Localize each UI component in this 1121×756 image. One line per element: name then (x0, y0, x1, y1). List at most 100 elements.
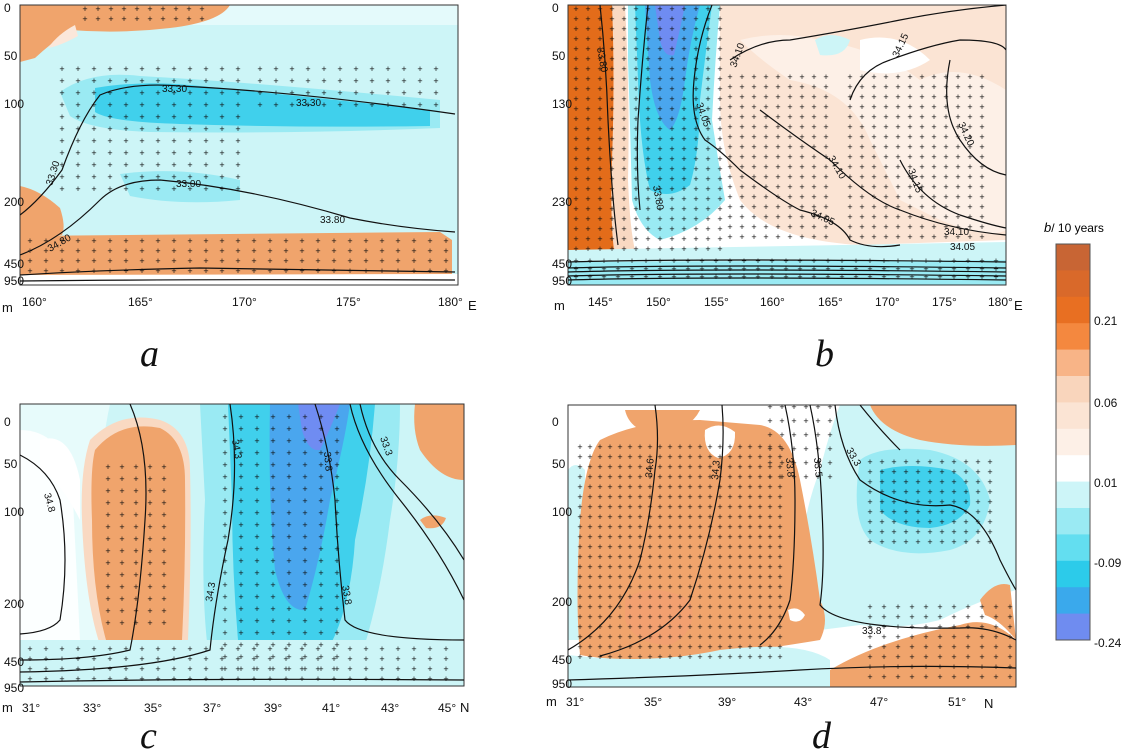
significance-mark: + (687, 552, 692, 562)
significance-mark: + (334, 520, 339, 530)
significance-mark: + (657, 602, 662, 612)
significance-mark: + (585, 234, 590, 244)
significance-mark: + (633, 24, 638, 34)
significance-mark: + (155, 664, 160, 674)
significance-mark: + (939, 527, 944, 537)
significance-mark: + (939, 477, 944, 487)
significance-mark: + (859, 72, 864, 82)
significance-mark: + (747, 532, 752, 542)
significance-mark: + (825, 256, 830, 266)
significance-mark: + (823, 172, 828, 182)
significance-mark: + (107, 136, 112, 146)
significance-mark: + (777, 462, 782, 472)
significance-mark: + (755, 256, 760, 266)
significance-mark: + (597, 214, 602, 224)
significance-mark: + (867, 662, 872, 672)
significance-mark: + (687, 532, 692, 542)
significance-mark: + (91, 266, 96, 276)
significance-mark: + (783, 272, 788, 282)
y-tick: 450 (552, 653, 572, 667)
significance-mark: + (681, 44, 686, 54)
significance-mark: + (895, 132, 900, 142)
significance-mark: + (993, 662, 998, 672)
significance-mark: + (161, 606, 166, 616)
significance-mark: + (401, 100, 406, 110)
significance-mark: + (577, 452, 582, 462)
significance-mark: + (751, 182, 756, 192)
significance-mark: + (915, 527, 920, 537)
significance-mark: + (707, 462, 712, 472)
significance-mark: + (645, 124, 650, 134)
significance-mark: + (883, 82, 888, 92)
significance-mark: + (270, 652, 275, 662)
significance-mark: + (667, 622, 672, 632)
significance-mark: + (254, 604, 259, 614)
significance-mark: + (965, 652, 970, 662)
significance-mark: + (607, 522, 612, 532)
significance-mark: + (577, 522, 582, 532)
significance-mark: + (645, 244, 650, 254)
significance-mark: + (27, 674, 32, 684)
significance-mark: + (919, 142, 924, 152)
significance-mark: + (757, 552, 762, 562)
significance-mark: + (871, 102, 876, 112)
significance-mark: + (645, 194, 650, 204)
significance-mark: + (667, 642, 672, 652)
significance-mark: + (105, 558, 110, 568)
significance-mark: + (627, 552, 632, 562)
significance-mark: + (881, 272, 886, 282)
significance-mark: + (883, 162, 888, 172)
significance-mark: + (669, 124, 674, 134)
x-tick: 31° (566, 695, 584, 709)
significance-mark: + (601, 256, 606, 266)
significance-mark: + (107, 654, 112, 664)
significance-mark: + (867, 272, 872, 282)
y-tick: 230 (552, 195, 572, 209)
significance-mark: + (669, 54, 674, 64)
significance-mark: + (777, 642, 782, 652)
significance-mark: + (667, 522, 672, 532)
significance-mark: + (270, 628, 275, 638)
significance-mark: + (633, 234, 638, 244)
significance-mark: + (677, 472, 682, 482)
significance-mark: + (27, 644, 32, 654)
significance-mark: + (645, 74, 650, 84)
significance-mark: + (879, 467, 884, 477)
significance-mark: + (621, 154, 626, 164)
significance-mark: + (687, 502, 692, 512)
significance-mark: + (979, 192, 984, 202)
significance-mark: + (693, 24, 698, 34)
significance-mark: + (597, 164, 602, 174)
significance-mark: + (951, 256, 956, 266)
significance-mark: + (671, 264, 676, 274)
significance-mark: + (919, 152, 924, 162)
significance-mark: + (747, 582, 752, 592)
significance-mark: + (871, 212, 876, 222)
significance-mark: + (597, 54, 602, 64)
significance-mark: + (235, 184, 240, 194)
significance-mark: + (737, 602, 742, 612)
significance-mark: + (847, 202, 852, 212)
significance-mark: + (251, 664, 256, 674)
significance-mark: + (363, 246, 368, 256)
significance-mark: + (318, 424, 323, 434)
significance-mark: + (286, 496, 291, 506)
significance-mark: + (979, 612, 984, 622)
significance-mark: + (107, 76, 112, 86)
significance-mark: + (787, 232, 792, 242)
significance-mark: + (647, 472, 652, 482)
significance-mark: + (693, 104, 698, 114)
y-tick: 450 (552, 257, 572, 271)
significance-mark: + (187, 100, 192, 110)
significance-mark: + (923, 662, 928, 672)
significance-mark: + (633, 154, 638, 164)
significance-mark: + (727, 162, 732, 172)
significance-mark: + (119, 486, 124, 496)
significance-mark: + (577, 472, 582, 482)
significance-mark: + (645, 64, 650, 74)
significance-mark: + (155, 136, 160, 146)
significance-mark: + (669, 114, 674, 124)
significance-mark: + (979, 132, 984, 142)
significance-mark: + (238, 508, 243, 518)
significance-mark: + (671, 256, 676, 266)
